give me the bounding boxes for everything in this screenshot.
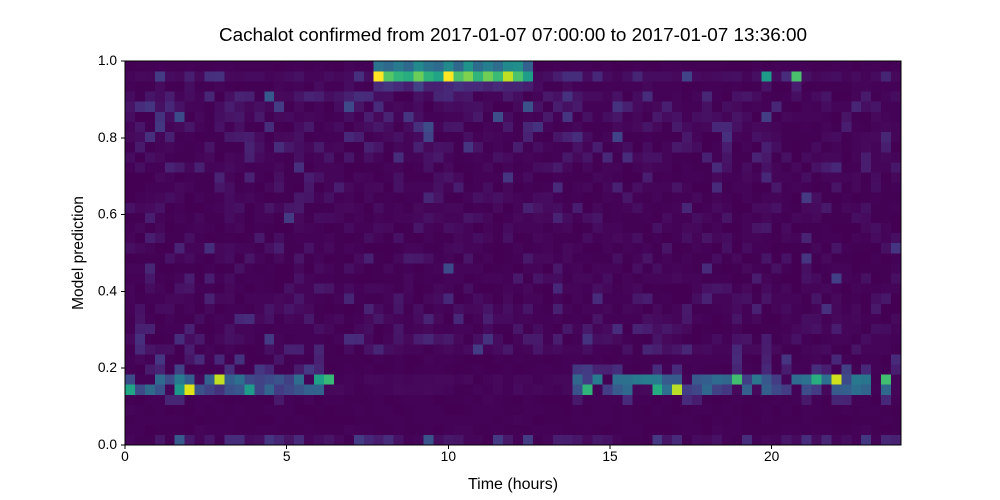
svg-text:0.0: 0.0 — [98, 437, 118, 452]
svg-text:1.0: 1.0 — [98, 53, 118, 68]
svg-text:10: 10 — [441, 449, 457, 464]
svg-text:0.8: 0.8 — [98, 130, 118, 145]
svg-text:Model prediction: Model prediction — [70, 196, 87, 310]
svg-text:0.6: 0.6 — [98, 207, 118, 222]
svg-text:0.4: 0.4 — [98, 283, 118, 298]
svg-text:0: 0 — [121, 449, 129, 464]
svg-text:Cachalot confirmed from 2017-0: Cachalot confirmed from 2017-01-07 07:00… — [219, 25, 807, 46]
svg-text:20: 20 — [764, 449, 780, 464]
svg-text:15: 15 — [602, 449, 618, 464]
svg-text:5: 5 — [283, 449, 291, 464]
svg-text:0.2: 0.2 — [98, 360, 117, 375]
svg-text:Time (hours): Time (hours) — [468, 476, 558, 493]
